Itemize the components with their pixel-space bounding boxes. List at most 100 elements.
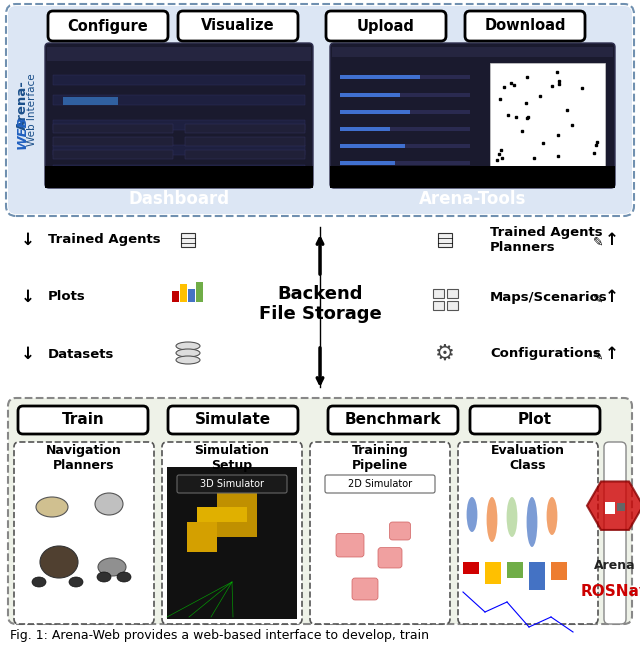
Bar — [53, 165, 305, 175]
Bar — [53, 95, 305, 105]
Bar — [340, 110, 470, 114]
Ellipse shape — [69, 577, 83, 587]
Bar — [53, 168, 305, 178]
FancyBboxPatch shape — [48, 11, 168, 41]
FancyBboxPatch shape — [45, 43, 313, 188]
Text: Simulate: Simulate — [195, 413, 271, 428]
Text: Datasets: Datasets — [48, 347, 115, 360]
Bar — [63, 97, 118, 105]
FancyBboxPatch shape — [310, 442, 450, 624]
Bar — [340, 161, 470, 165]
Bar — [507, 562, 523, 578]
Text: Upload: Upload — [357, 19, 415, 34]
Text: Trained Agents: Trained Agents — [48, 233, 161, 246]
Text: Web Interface: Web Interface — [27, 74, 37, 146]
Bar — [53, 75, 305, 85]
Bar — [185, 124, 305, 133]
FancyBboxPatch shape — [458, 442, 598, 624]
Text: ✎: ✎ — [593, 235, 604, 248]
Bar — [433, 289, 444, 298]
FancyBboxPatch shape — [162, 442, 302, 624]
FancyBboxPatch shape — [336, 533, 364, 557]
Text: Plot: Plot — [518, 413, 552, 428]
Bar — [167, 467, 297, 619]
FancyBboxPatch shape — [18, 406, 148, 434]
Text: Visualize: Visualize — [201, 19, 275, 34]
Text: ROSNav: ROSNav — [580, 584, 640, 599]
Polygon shape — [587, 481, 640, 530]
Text: Arena-Tools: Arena-Tools — [419, 190, 526, 208]
Bar — [330, 166, 615, 188]
Bar — [529, 562, 545, 590]
Bar — [340, 75, 470, 79]
Text: Evaluation
Class: Evaluation Class — [491, 444, 565, 472]
Bar — [53, 145, 305, 155]
FancyBboxPatch shape — [8, 6, 632, 214]
Ellipse shape — [176, 356, 200, 364]
Text: Train: Train — [61, 413, 104, 428]
FancyBboxPatch shape — [168, 406, 298, 434]
Bar — [47, 47, 311, 61]
Ellipse shape — [98, 558, 126, 576]
Ellipse shape — [95, 493, 123, 515]
Text: Navigation
Planners: Navigation Planners — [46, 444, 122, 472]
Ellipse shape — [32, 577, 46, 587]
Text: Arena: Arena — [594, 559, 636, 572]
Text: ↑: ↑ — [605, 231, 619, 249]
Bar — [188, 289, 195, 302]
Bar — [490, 63, 605, 168]
FancyBboxPatch shape — [470, 406, 600, 434]
Text: Configurations: Configurations — [490, 347, 601, 360]
Bar — [340, 144, 405, 148]
FancyBboxPatch shape — [328, 406, 458, 434]
Bar — [45, 166, 313, 188]
Bar — [340, 93, 400, 97]
Text: ↑: ↑ — [605, 345, 619, 363]
Text: ↓: ↓ — [21, 345, 35, 363]
Ellipse shape — [507, 497, 517, 537]
FancyBboxPatch shape — [326, 11, 446, 41]
FancyBboxPatch shape — [330, 43, 615, 188]
FancyBboxPatch shape — [604, 442, 626, 624]
FancyBboxPatch shape — [352, 578, 378, 600]
Text: Download: Download — [484, 19, 566, 34]
Bar — [172, 291, 179, 302]
Bar — [217, 492, 257, 537]
Text: ⚙: ⚙ — [435, 344, 455, 364]
Bar — [332, 47, 613, 57]
Bar — [617, 503, 625, 511]
Ellipse shape — [547, 497, 557, 535]
Text: Arena-: Arena- — [15, 80, 29, 130]
Text: ↑: ↑ — [605, 288, 619, 306]
Text: Benchmark: Benchmark — [345, 413, 442, 428]
Text: Fig. 1: Arena-Web provides a web-based interface to develop, train: Fig. 1: Arena-Web provides a web-based i… — [10, 629, 429, 643]
Bar — [53, 124, 173, 133]
FancyBboxPatch shape — [325, 475, 435, 493]
FancyBboxPatch shape — [438, 233, 452, 247]
Bar — [340, 127, 390, 131]
Text: ↓: ↓ — [21, 288, 35, 306]
Bar — [551, 562, 567, 580]
Ellipse shape — [97, 572, 111, 582]
FancyBboxPatch shape — [177, 475, 287, 493]
Text: ✎: ✎ — [593, 349, 604, 362]
FancyBboxPatch shape — [178, 11, 298, 41]
FancyBboxPatch shape — [465, 11, 585, 41]
Ellipse shape — [176, 342, 200, 350]
Ellipse shape — [40, 546, 78, 578]
Bar — [340, 127, 470, 131]
Text: 3D Simulator: 3D Simulator — [200, 479, 264, 489]
Ellipse shape — [467, 497, 477, 532]
Bar — [53, 150, 173, 159]
Ellipse shape — [527, 497, 538, 547]
Bar — [185, 137, 305, 146]
Bar — [53, 120, 305, 130]
Text: 2D Simulator: 2D Simulator — [348, 479, 412, 489]
Text: ↓: ↓ — [21, 231, 35, 249]
Bar — [463, 562, 479, 574]
Ellipse shape — [176, 349, 200, 357]
FancyBboxPatch shape — [8, 398, 632, 624]
Ellipse shape — [36, 497, 68, 517]
Text: Training
Pipeline: Training Pipeline — [351, 444, 408, 472]
Bar — [187, 522, 217, 552]
